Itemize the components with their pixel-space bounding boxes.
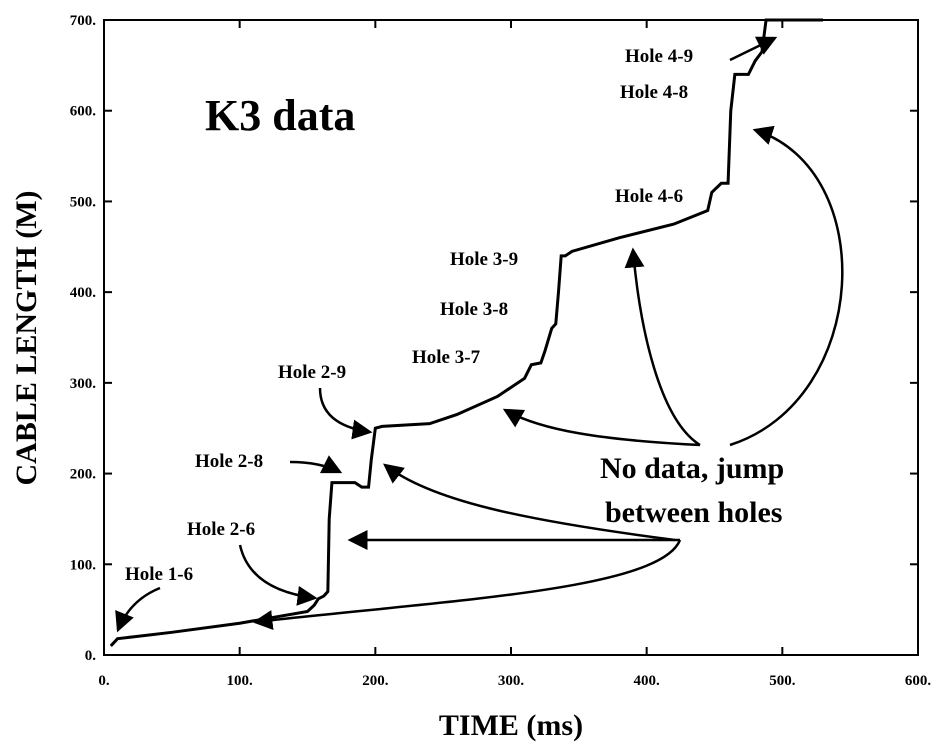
annotation: between holes <box>605 496 782 529</box>
arrow <box>289 455 343 474</box>
y-tick-label: 400. <box>70 285 97 301</box>
annotation: Hole 3-7 <box>412 347 481 368</box>
y-tick-label: 300. <box>70 376 97 392</box>
y-tick-label: 500. <box>70 194 97 210</box>
arrow <box>624 247 701 447</box>
arrow <box>318 387 373 440</box>
annotation: Hole 1-6 <box>125 564 193 585</box>
arrow <box>252 539 682 630</box>
x-tick-label: 500. <box>769 673 796 689</box>
arrows <box>115 36 844 633</box>
arrow <box>115 586 161 633</box>
y-tick-label: 0. <box>85 648 97 664</box>
arrow <box>502 408 701 447</box>
arrow <box>238 544 318 606</box>
x-axis-label: TIME (ms) <box>439 709 583 742</box>
data-line <box>109 18 824 647</box>
annotation: Hole 2-9 <box>278 362 346 383</box>
arrow <box>729 36 778 62</box>
annotation: Hole 4-9 <box>625 46 693 67</box>
y-tick-label: 200. <box>70 467 97 483</box>
annotation: Hole 3-8 <box>440 299 508 320</box>
annotation: Hole 3-9 <box>450 249 518 270</box>
arrow <box>729 125 844 447</box>
annotation: Hole 4-8 <box>620 82 688 103</box>
y-tick-label: 700. <box>70 13 97 29</box>
y-tick-label: 100. <box>70 557 97 573</box>
y-tick-label: 600. <box>70 104 97 120</box>
x-tick-label: 100. <box>227 673 254 689</box>
annotation: No data, jump <box>600 452 784 485</box>
x-tick-label: 0. <box>98 673 110 689</box>
annotation: Hole 4-6 <box>615 186 683 207</box>
arrow <box>383 463 676 542</box>
annotation: Hole 2-8 <box>195 451 263 472</box>
x-tick-label: 200. <box>362 673 389 689</box>
y-axis-label: CABLE LENGTH (M) <box>10 190 43 485</box>
x-tick-label: 400. <box>634 673 661 689</box>
annotation: K3 data <box>205 91 355 140</box>
x-tick-label: 600. <box>905 673 932 689</box>
annotation: Hole 2-6 <box>187 519 255 540</box>
x-tick-label: 300. <box>498 673 525 689</box>
